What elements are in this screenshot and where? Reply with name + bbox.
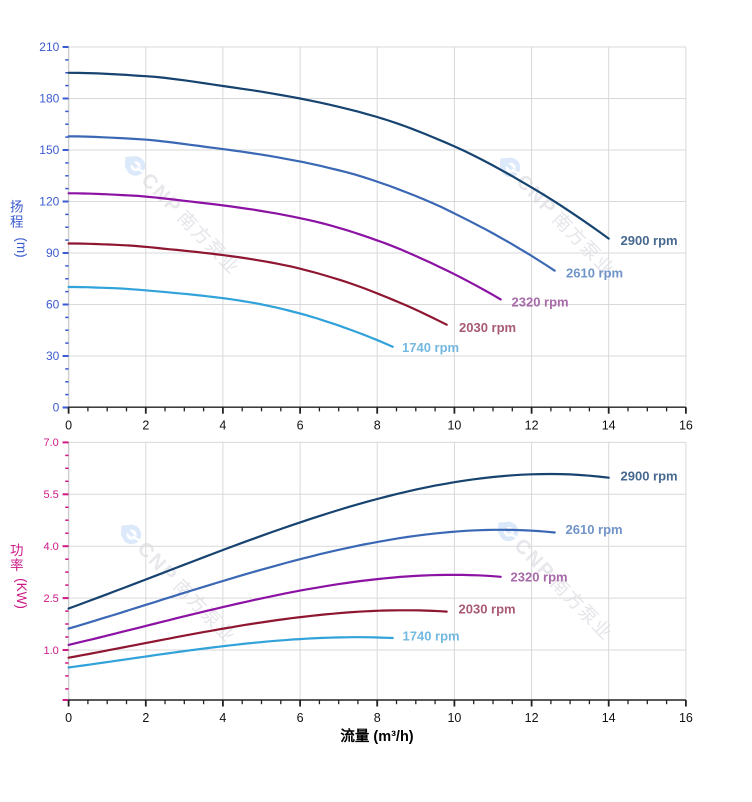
svg-text:率: 率: [10, 557, 24, 573]
svg-text:2610 rpm: 2610 rpm: [566, 522, 623, 537]
svg-text:0: 0: [65, 418, 72, 432]
svg-text:210: 210: [39, 40, 59, 54]
svg-text:2.5: 2.5: [44, 593, 59, 605]
svg-text:150: 150: [39, 143, 59, 157]
svg-text:2030 rpm: 2030 rpm: [459, 320, 516, 335]
svg-text:10: 10: [447, 418, 461, 432]
svg-text:12: 12: [525, 711, 539, 725]
svg-text:6: 6: [297, 418, 304, 432]
svg-text:2320 rpm: 2320 rpm: [512, 295, 569, 310]
svg-text:4: 4: [219, 418, 226, 432]
svg-text:12: 12: [525, 418, 539, 432]
svg-text:1.0: 1.0: [44, 645, 59, 657]
svg-text:(KW): (KW): [14, 578, 29, 609]
svg-text:1740 rpm: 1740 rpm: [403, 628, 460, 643]
svg-text:2030 rpm: 2030 rpm: [459, 601, 516, 616]
svg-text:10: 10: [447, 711, 461, 725]
svg-text:90: 90: [46, 246, 60, 260]
svg-text:30: 30: [46, 349, 60, 363]
svg-text:0: 0: [53, 401, 60, 415]
svg-text:0: 0: [65, 711, 72, 725]
svg-text:功: 功: [10, 543, 24, 558]
svg-text:16: 16: [679, 711, 693, 725]
svg-text:2900 rpm: 2900 rpm: [621, 468, 678, 483]
svg-text:程: 程: [10, 215, 24, 230]
svg-text:8: 8: [374, 418, 381, 432]
svg-text:4: 4: [219, 711, 226, 725]
svg-text:16: 16: [679, 418, 693, 432]
svg-text:2900 rpm: 2900 rpm: [621, 233, 678, 248]
svg-text:流量 (m³/h): 流量 (m³/h): [340, 727, 413, 745]
svg-text:180: 180: [39, 92, 59, 106]
svg-text:2610 rpm: 2610 rpm: [566, 266, 623, 281]
svg-text:14: 14: [602, 418, 616, 432]
svg-text:120: 120: [39, 195, 59, 209]
svg-text:扬: 扬: [10, 200, 24, 215]
svg-text:4.0: 4.0: [44, 541, 59, 553]
svg-text:2320 rpm: 2320 rpm: [511, 569, 568, 584]
svg-text:8: 8: [374, 711, 381, 725]
svg-text:1740 rpm: 1740 rpm: [402, 340, 459, 355]
svg-text:5.5: 5.5: [44, 489, 59, 501]
svg-text:2: 2: [142, 711, 149, 725]
svg-text:60: 60: [46, 298, 60, 312]
svg-text:7.0: 7.0: [44, 437, 59, 449]
svg-text:14: 14: [602, 711, 616, 725]
svg-text:2: 2: [142, 418, 149, 432]
svg-text:6: 6: [297, 711, 304, 725]
svg-text:(m): (m): [14, 237, 29, 257]
